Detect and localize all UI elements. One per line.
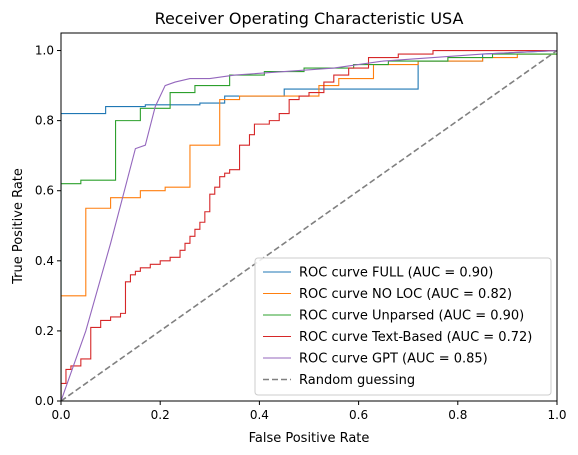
legend-label-3: ROC curve Text-Based (AUC = 0.72) [299,330,532,345]
y-tick-label: 0.4 [35,254,54,268]
chart-title: Receiver Operating Characteristic USA [155,9,464,28]
plot-frame [60,32,558,402]
legend-label-5: Random guessing [299,373,415,388]
x-tick-label: 0.0 [51,408,70,422]
plot-area [61,49,557,401]
y-tick-label: 1.0 [35,44,54,58]
x-tick-label: 0.2 [151,408,170,422]
x-axis-label: False Positive Rate [249,431,370,446]
legend-label-1: ROC curve NO LOC (AUC = 0.82) [299,287,512,302]
axes: 0.0 0.2 0.4 0.6 0.8 1.0 0.0 0.2 0.4 0.6 0.8 1.0 [35,32,567,422]
y-tick-label: 0.0 [35,394,54,408]
x-tick-label: 1.0 [547,408,566,422]
series-line-2 [61,53,557,401]
series-line-3 [61,49,557,401]
x-tick-label: 0.6 [349,408,368,422]
y-tick-label: 0.2 [35,324,54,338]
legend-box [254,257,552,396]
y-tick-label: 0.6 [35,184,54,198]
legend-label-4: ROC curve GPT (AUC = 0.85) [299,352,488,367]
series-lines [61,49,557,401]
y-tick-label: 0.8 [35,114,54,128]
legend-label-2: ROC curve Unparsed (AUC = 0.90) [299,309,524,324]
series-line-5 [61,49,557,401]
x-tick-label: 0.8 [448,408,467,422]
legend: ROC curve FULL (AUC = 0.90) ROC curve NO … [254,257,552,396]
x-tick-label: 0.4 [250,408,269,422]
y-axis-label: True Positive Rate [11,168,26,285]
series-line-4 [61,49,557,401]
legend-label-0: ROC curve FULL (AUC = 0.90) [299,266,493,281]
